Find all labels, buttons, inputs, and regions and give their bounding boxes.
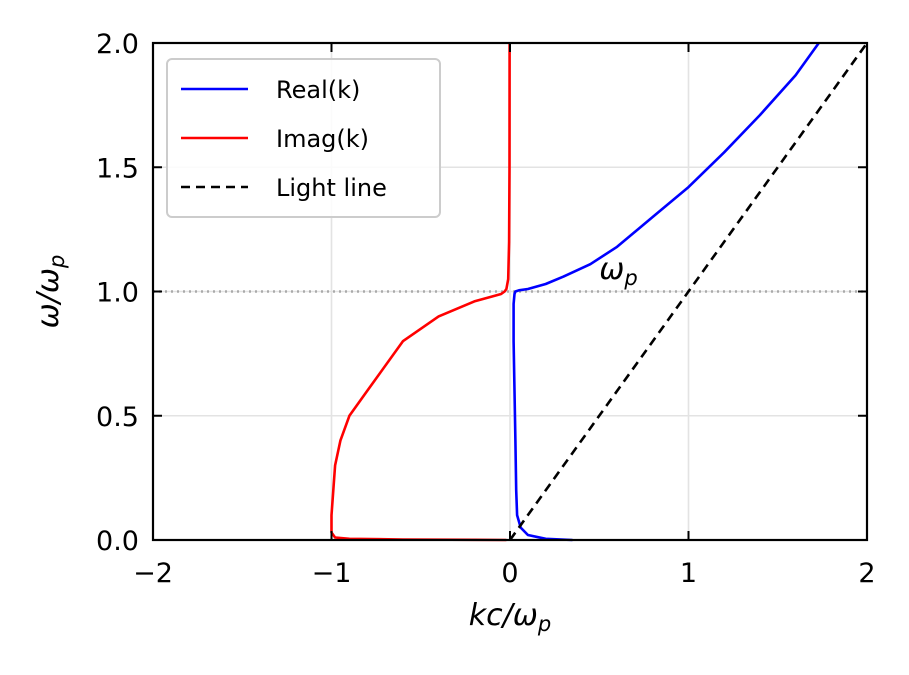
axis-ticks — [152, 42, 868, 541]
x-axis-label-main: kc/ω — [469, 598, 538, 633]
legend-label-light-line: Light line — [276, 174, 387, 202]
legend-box — [166, 58, 441, 218]
legend: Real(k) Imag(k) Light line — [166, 58, 441, 218]
y-tick-label: 2.0 — [96, 29, 139, 60]
x-axis-label: kc/ωp — [469, 598, 551, 636]
x-tick-label: −1 — [312, 558, 352, 589]
annotation-main: ω — [599, 252, 624, 287]
y-tick-labels: 0.0 0.5 1.0 1.5 2.0 — [96, 29, 139, 557]
y-tick-label: 0.0 — [96, 526, 139, 557]
x-tick-label: 1 — [680, 558, 697, 589]
omega-p-annotation: ωp — [599, 252, 637, 290]
x-tick-label: 2 — [858, 558, 875, 589]
y-tick-label: 0.5 — [96, 402, 139, 433]
x-tick-labels: −2 −1 0 1 2 — [133, 558, 876, 589]
y-axis-label: ω/ωp — [31, 255, 69, 329]
series-layer — [330, 42, 869, 542]
series-line-light-line — [508, 42, 869, 541]
legend-label-imag: Imag(k) — [276, 125, 369, 153]
y-axis-label-sub: p — [45, 255, 69, 269]
y-axis-label-main: ω/ω — [31, 268, 66, 328]
series-line-real-k — [512, 42, 820, 542]
legend-label-real: Real(k) — [276, 76, 360, 104]
series-line-imag-k — [330, 42, 511, 542]
x-axis-label-sub: p — [537, 612, 551, 636]
x-tick-label: 0 — [501, 558, 518, 589]
y-tick-label: 1.0 — [96, 278, 139, 309]
y-tick-label: 1.5 — [96, 153, 139, 184]
annotation-sub: p — [623, 266, 637, 290]
x-tick-label: −2 — [133, 558, 173, 589]
